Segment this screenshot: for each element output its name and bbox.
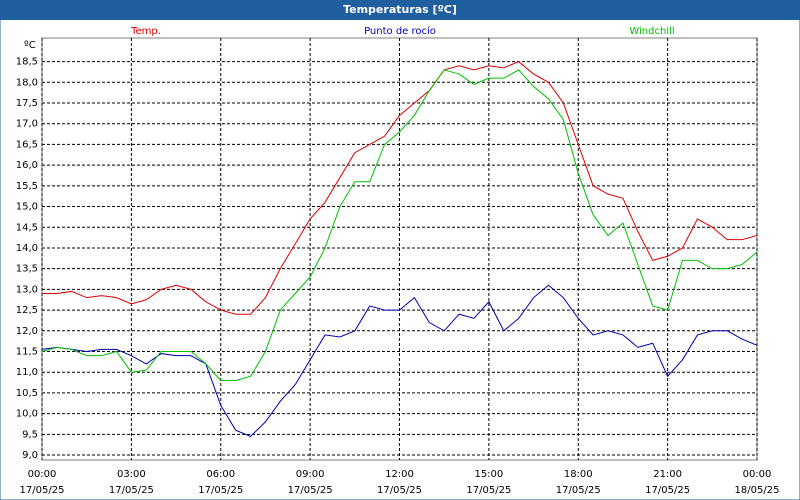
y-tick-label: 9,0: [22, 450, 38, 461]
x-tick-date: 17/05/25: [645, 485, 690, 496]
legend-label: Punto de rocío: [364, 25, 436, 37]
x-tick-label: 12:00: [385, 469, 414, 480]
x-tick-date: 17/05/25: [288, 485, 333, 496]
y-tick-label: 13,5: [16, 264, 38, 275]
y-tick-label: 10,0: [16, 409, 38, 420]
x-tick-label: 00:00: [28, 469, 57, 480]
x-tick-date: 17/05/25: [20, 485, 65, 496]
y-tick-label: 15,0: [16, 202, 38, 213]
series-line: [41, 284, 758, 437]
y-tick-label: 12,0: [16, 326, 38, 337]
y-tick-label: 15,5: [16, 181, 38, 192]
x-tick-label: 15:00: [474, 469, 503, 480]
title-bar: [0, 0, 800, 20]
y-tick-label: 16,5: [16, 139, 38, 150]
y-tick-label: 14,5: [16, 222, 38, 233]
y-tick-label: 17,5: [16, 98, 38, 109]
x-tick-label: 09:00: [296, 469, 325, 480]
x-tick-label: 03:00: [117, 469, 146, 480]
x-tick-label: 21:00: [653, 469, 682, 480]
y-tick-label: 17,0: [16, 119, 38, 130]
y-axis-unit: ºC: [24, 40, 36, 51]
y-tick-label: 10,5: [16, 388, 38, 399]
x-tick-date: 17/05/25: [109, 485, 154, 496]
x-tick-date: 17/05/25: [556, 485, 601, 496]
chart-title: Temperaturas [ºC]: [343, 3, 457, 16]
y-tick-label: 11,5: [16, 346, 38, 357]
y-tick-label: 9,5: [22, 429, 38, 440]
series-line: [41, 69, 758, 381]
y-tick-label: 18,0: [16, 77, 38, 88]
x-tick-label: 18:00: [564, 469, 593, 480]
x-tick-date: 17/05/25: [377, 485, 422, 496]
y-tick-label: 12,5: [16, 305, 38, 316]
x-tick-date: 17/05/25: [466, 485, 511, 496]
legend-label: Temp.: [130, 26, 161, 37]
y-tick-label: 14,0: [16, 243, 38, 254]
y-tick-label: 18,5: [16, 57, 38, 68]
x-tick-label: 06:00: [206, 469, 235, 480]
x-tick-date: 18/05/25: [735, 485, 780, 496]
x-tick-label: 00:00: [743, 469, 772, 480]
x-tick-date: 17/05/25: [198, 485, 243, 496]
series-line: [42, 61, 758, 315]
y-tick-label: 11,0: [16, 367, 38, 378]
y-tick-label: 13,0: [16, 284, 38, 295]
y-tick-label: 16,0: [16, 160, 38, 171]
legend-label: Windchill: [629, 26, 674, 37]
